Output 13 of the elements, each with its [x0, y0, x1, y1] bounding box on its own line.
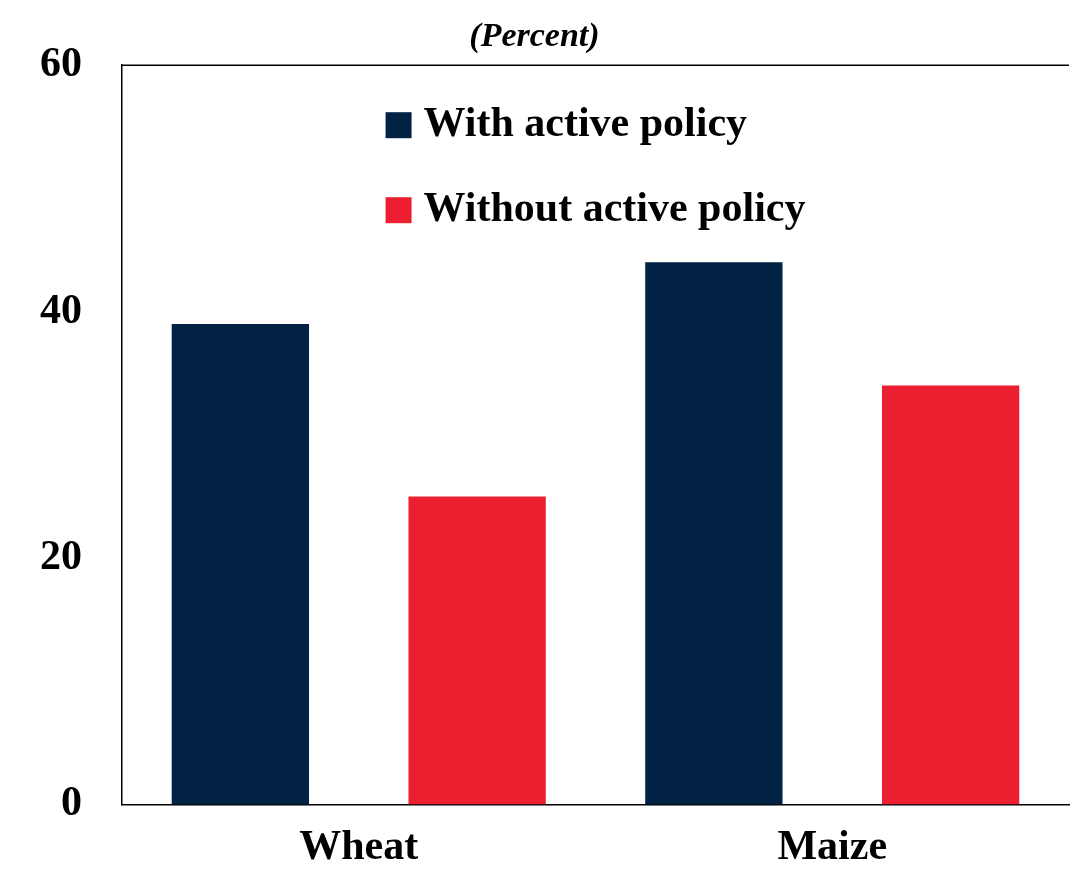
y-tick-label: 60 [40, 39, 82, 86]
bar [881, 385, 1020, 805]
x-tick-label: Wheat [299, 821, 419, 868]
chart-title: (Percent) [469, 15, 600, 54]
y-tick-label: 0 [61, 778, 82, 825]
x-tick-label: Maize [777, 821, 888, 868]
legend-label: With active policy [423, 99, 748, 146]
legend-label: Without active policy [423, 184, 806, 231]
bar [645, 262, 783, 805]
y-tick-label: 40 [40, 285, 82, 332]
bar [171, 323, 310, 805]
bar [408, 496, 546, 805]
y-tick-label: 20 [40, 531, 82, 578]
